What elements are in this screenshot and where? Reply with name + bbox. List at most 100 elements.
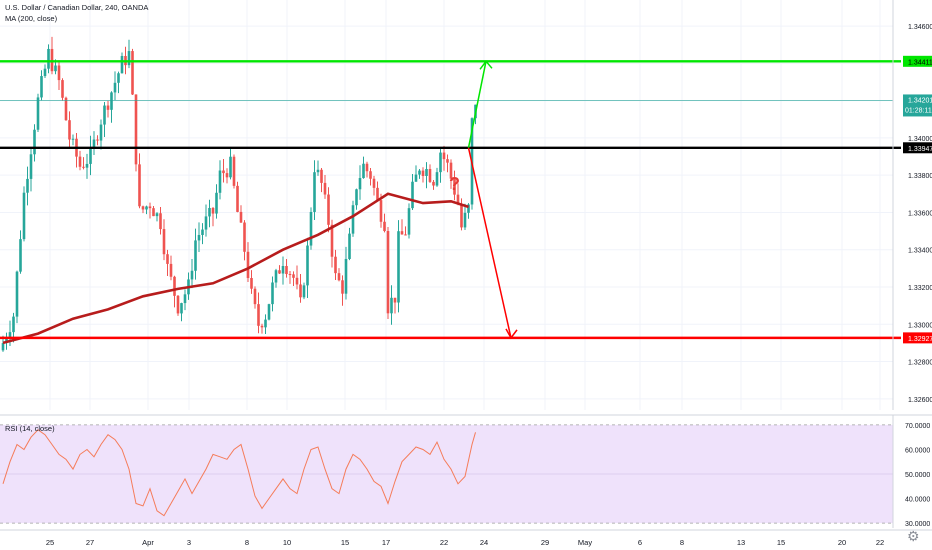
candle-body xyxy=(183,294,187,304)
time-tick-label: 17 xyxy=(382,538,390,547)
candle-body xyxy=(323,182,327,195)
candle-body xyxy=(369,171,372,179)
candle-body xyxy=(166,254,169,264)
time-tick-label: 15 xyxy=(341,538,349,547)
price-tick-label: 1.33600 xyxy=(908,210,932,217)
candle-body xyxy=(341,280,344,294)
candle-body xyxy=(229,156,232,178)
symbol-title: U.S. Dollar / Canadian Dollar, 240, OAND… xyxy=(5,3,149,12)
candle-body xyxy=(411,181,414,209)
time-tick-label: 6 xyxy=(638,538,642,547)
horizontal-levels xyxy=(0,60,901,340)
rsi-tick-label: 50.0000 xyxy=(905,472,930,479)
candle-body xyxy=(421,170,425,176)
time-tick-label: 24 xyxy=(480,538,488,547)
candle-body xyxy=(106,105,110,110)
candle-body xyxy=(141,206,145,210)
gear-icon[interactable]: ⚙ xyxy=(907,528,920,544)
price-tick-label: 1.32600 xyxy=(908,397,932,404)
candle-body xyxy=(442,152,446,160)
candle-body xyxy=(8,332,12,339)
candle-body xyxy=(306,245,309,286)
candle-body xyxy=(134,94,138,165)
green-projection-arrow xyxy=(467,61,487,148)
candle-body xyxy=(92,139,96,148)
candle-body xyxy=(190,270,194,280)
candle-body xyxy=(253,288,257,305)
candle-body xyxy=(96,139,99,141)
candle-body xyxy=(47,48,50,69)
chart-grid xyxy=(0,0,893,410)
candle-body xyxy=(348,233,351,259)
countdown-label: 01:28:11 xyxy=(905,107,932,114)
time-tick-label: May xyxy=(578,538,592,547)
candle-body xyxy=(120,55,124,74)
candle-body xyxy=(386,231,390,314)
candle-body xyxy=(204,216,208,230)
candle-body xyxy=(372,178,376,188)
ma-200-series xyxy=(2,192,469,345)
candle-body xyxy=(159,213,162,230)
candle-body xyxy=(26,178,29,193)
candle-body xyxy=(285,265,288,275)
last-price-badge xyxy=(903,94,932,117)
question-annotation: ? xyxy=(449,174,460,194)
candle-body xyxy=(71,138,75,140)
candle-body xyxy=(414,174,418,182)
candle-body xyxy=(281,265,285,274)
candle-body xyxy=(453,178,456,195)
candle-body xyxy=(15,271,19,317)
candle-body xyxy=(404,234,407,236)
candle-body xyxy=(425,168,428,176)
rsi-legend: RSI (14, close) xyxy=(5,424,55,433)
candle-body xyxy=(449,162,453,179)
price-tick-label: 1.33200 xyxy=(908,285,932,292)
candle-body xyxy=(278,270,281,274)
candle-body xyxy=(274,270,278,283)
candle-body xyxy=(169,263,173,277)
candle-body xyxy=(460,203,463,228)
candle-body xyxy=(162,229,166,255)
candle-body xyxy=(180,303,183,314)
candle-body xyxy=(292,274,295,278)
time-tick-label: 29 xyxy=(541,538,549,547)
price-tick-label: 1.33000 xyxy=(908,322,932,329)
price-tick-label: 1.33800 xyxy=(908,173,932,180)
pivot-badge-label: 1.33947 xyxy=(908,146,932,153)
candle-body xyxy=(463,212,467,228)
candle-body xyxy=(302,285,306,298)
support-badge xyxy=(903,332,932,344)
time-tick-label: 20 xyxy=(838,538,846,547)
candle-body xyxy=(61,80,64,98)
green-arrowhead xyxy=(479,60,493,70)
candle-body xyxy=(22,192,26,240)
candle-body xyxy=(320,169,323,183)
candle-body xyxy=(390,297,393,314)
candle-body xyxy=(232,156,236,186)
price-tick-label: 1.32800 xyxy=(908,360,932,367)
candle-body xyxy=(439,152,442,173)
candle-body xyxy=(43,68,47,77)
price-tick-label: 1.34600 xyxy=(908,24,932,31)
candle-body xyxy=(435,172,439,186)
candle-body xyxy=(194,240,197,271)
time-tick-label: 8 xyxy=(680,538,684,547)
candle-body xyxy=(383,221,386,232)
candle-body xyxy=(218,170,222,193)
candle-body xyxy=(365,163,369,172)
candle-body xyxy=(50,48,54,72)
candle-body xyxy=(89,147,92,164)
candle-body xyxy=(309,211,313,246)
ma-200-line xyxy=(2,192,469,345)
candle-body xyxy=(211,207,215,214)
rsi-tick-label: 70.0000 xyxy=(905,423,930,430)
candle-body xyxy=(78,156,82,167)
time-tick-label: 22 xyxy=(440,538,448,547)
candle-body xyxy=(117,73,120,83)
candle-body xyxy=(239,211,243,223)
candle-body xyxy=(467,204,470,213)
candle-body xyxy=(456,194,460,204)
last-price-label: 1.34201 xyxy=(908,97,932,104)
ma-legend: MA (200, close) xyxy=(5,14,58,23)
